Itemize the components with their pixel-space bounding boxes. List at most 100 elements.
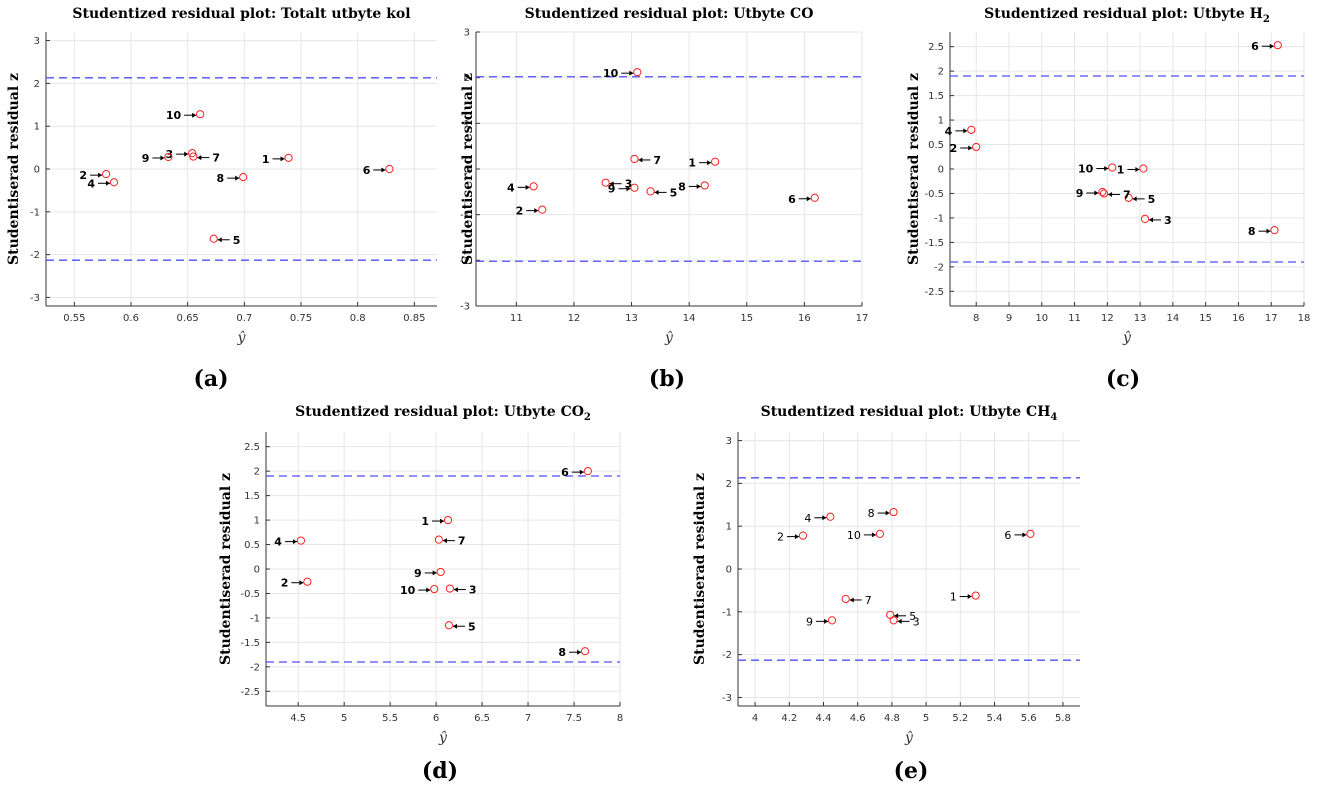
x-tick-label: 12 [1101, 313, 1114, 324]
data-point-10: 10 [603, 67, 642, 80]
point-arrowhead [432, 570, 437, 576]
point-arrowhead [217, 237, 222, 243]
data-point-2: 2 [777, 531, 808, 544]
point-marker [710, 157, 720, 166]
y-tick-label: -2 [460, 256, 470, 267]
point-label: 3 [1164, 214, 1172, 227]
y-tick-label: 1.5 [928, 91, 944, 102]
x-tick-label: 4.8 [884, 713, 900, 724]
point-marker [646, 187, 655, 196]
point-marker [827, 616, 837, 625]
point-arrowhead [654, 189, 659, 195]
chart-title-text: Studentized residual plot: Utbyte CO [295, 404, 584, 420]
point-label: 10 [603, 67, 619, 80]
data-point-8: 8 [1248, 225, 1279, 238]
point-label: 2 [79, 169, 87, 182]
y-tick-label: -0.5 [240, 589, 260, 600]
point-arrowhead [609, 181, 614, 187]
y-axis-label: Studentiserad residual z [218, 473, 234, 665]
x-tick-label: 5 [923, 713, 929, 724]
point-marker [196, 110, 205, 119]
y-tick-label: 0 [938, 165, 944, 176]
point-marker [434, 535, 443, 544]
y-tick-label: 1 [34, 122, 40, 133]
point-arrowhead [1108, 191, 1113, 197]
data-point-3: 3 [889, 615, 920, 628]
data-point-1: 1 [688, 157, 720, 170]
y-tick-label: 2.5 [244, 442, 260, 453]
x-tick-label: 8 [973, 313, 979, 324]
point-label: 7 [865, 594, 872, 607]
data-point-5: 5 [1124, 193, 1155, 206]
data-point-9: 9 [1076, 187, 1107, 200]
x-tick-label: 13 [1134, 313, 1147, 324]
point-label: 8 [678, 180, 686, 193]
point-arrowhead [968, 145, 973, 151]
y-tick-label: 2 [254, 467, 260, 478]
chart-title: Studentized residual plot: Utbyte CH4 [761, 404, 1058, 423]
y-tick-label: -1 [460, 210, 470, 221]
point-arrowhead [963, 128, 968, 134]
point-arrowhead [806, 196, 811, 202]
x-axis-label: ŷ [438, 729, 448, 746]
x-tick-label: 6 [433, 713, 439, 724]
data-point-7: 7 [434, 535, 466, 548]
chart-title-text: Studentized residual plot: Totalt utbyte… [72, 6, 410, 22]
point-arrowhead [1132, 196, 1137, 202]
y-tick-label: -2.5 [240, 687, 260, 698]
data-point-10: 10 [1078, 163, 1117, 176]
point-arrowhead [1022, 532, 1027, 538]
x-tick-label: 0.7 [236, 313, 252, 324]
x-tick-label: 4.4 [816, 713, 832, 724]
y-tick-label: 2.5 [928, 42, 944, 53]
point-arrowhead [98, 172, 103, 178]
point-label: 10 [847, 529, 861, 542]
y-tick-label: -2.5 [924, 287, 944, 298]
x-tick-label: 0.8 [350, 313, 366, 324]
data-point-2: 2 [516, 205, 547, 218]
point-marker [875, 529, 885, 538]
y-tick-label: 0 [254, 565, 260, 576]
point-label: 8 [217, 172, 225, 185]
point-label: 4 [804, 512, 811, 525]
data-point-7: 7 [630, 154, 661, 167]
point-marker [580, 647, 590, 656]
point-label: 4 [87, 177, 95, 190]
point-arrowhead [453, 587, 458, 593]
data-point-5: 5 [209, 234, 240, 247]
point-marker [109, 178, 119, 187]
y-tick-label: -1 [30, 207, 40, 218]
x-tick-label: 12 [568, 313, 581, 324]
point-label: 1 [688, 157, 696, 170]
data-point-4: 4 [945, 125, 976, 138]
point-label: 3 [469, 584, 477, 597]
data-point-10: 10 [400, 584, 439, 597]
chart-panel-c: 8 9 10 11 12 13 14 15 16 17 18-2.5-2-1.5-1-0.500.5… [906, 6, 1310, 392]
point-arrowhead [1149, 217, 1154, 223]
point-label: 2 [950, 142, 958, 155]
point-arrowhead [822, 515, 827, 521]
chart-title-subscript: 2 [584, 412, 591, 423]
data-point-10: 10 [847, 529, 885, 542]
point-label: 3 [625, 178, 633, 191]
x-tick-label: 11 [1068, 313, 1081, 324]
y-tick-label: 3 [726, 436, 732, 447]
data-point-5: 5 [444, 620, 476, 633]
y-tick-label: 0 [464, 165, 470, 176]
point-label: 2 [777, 531, 784, 544]
point-arrowhead [1135, 167, 1140, 173]
y-tick-label: -1 [250, 613, 260, 624]
x-tick-label: 15 [1199, 313, 1212, 324]
point-label: 1 [1117, 164, 1125, 177]
point-label: 6 [788, 193, 796, 206]
point-label: 10 [400, 584, 416, 597]
y-tick-label: -1.5 [924, 238, 944, 249]
y-tick-label: 1.5 [244, 491, 260, 502]
data-point-2: 2 [950, 142, 981, 155]
point-label: 5 [468, 620, 476, 633]
data-point-6: 6 [1004, 529, 1035, 542]
point-arrowhead [160, 155, 165, 161]
point-marker [889, 507, 898, 517]
y-tick-label: -2 [722, 650, 732, 661]
y-axis-label: Studentiserad residual z [692, 473, 708, 665]
